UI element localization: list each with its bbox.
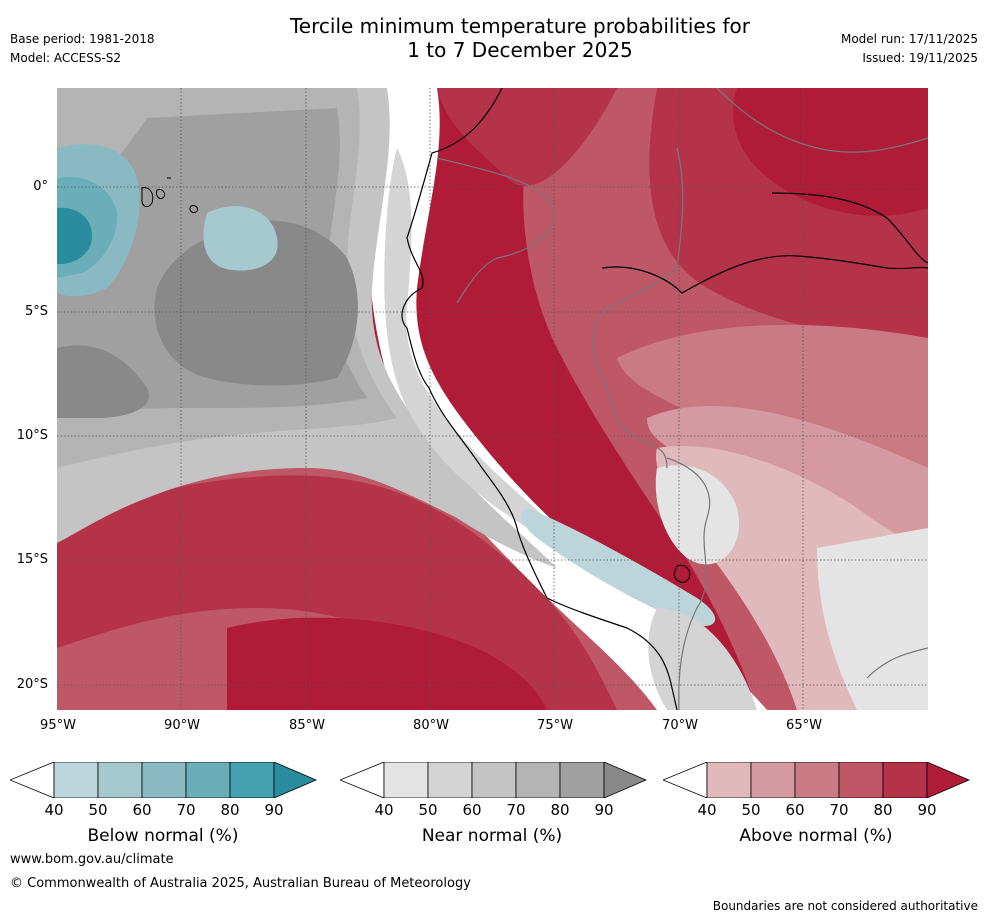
above-normal-swatches [706, 762, 928, 798]
lat-label-10s: 10°S [16, 428, 48, 443]
below-tick-50: 50 [88, 801, 108, 819]
paraguay-border [866, 647, 928, 679]
above-tick-80: 80 [873, 801, 893, 819]
near-normal-atacama-patch [648, 608, 757, 710]
colorbar-swatch [838, 762, 884, 798]
colombia-80-region [437, 88, 617, 186]
colorbar-swatch [229, 762, 275, 798]
near-normal-90-west-region [57, 345, 149, 418]
peru-brazil-border [592, 147, 684, 469]
below-normal-low-arrow [10, 762, 55, 798]
lon-label-75w: 75°W [537, 718, 573, 733]
near-normal-swatches [383, 762, 605, 798]
probability-map [57, 88, 928, 710]
copyright-text: © Commonwealth of Australia 2025, Austra… [10, 876, 471, 891]
near-normal-low-arrow [340, 762, 385, 798]
near-tick-50: 50 [418, 801, 438, 819]
near-normal-boundary-band [367, 88, 767, 710]
above-normal-title: Above normal (%) [739, 826, 893, 846]
colorbar-swatch [882, 762, 928, 798]
colorbar-swatch [427, 762, 473, 798]
below-normal-90-region [57, 207, 92, 264]
below-tick-60: 60 [132, 801, 152, 819]
colombia-ecuador-border [436, 157, 556, 304]
colorbar-swatch [471, 762, 517, 798]
near-tick-70: 70 [506, 801, 526, 819]
below-normal-colorbar [10, 762, 318, 798]
near-normal-colorbar [340, 762, 648, 798]
above-tick-60: 60 [785, 801, 805, 819]
base-period-text: Base period: 1981-2018 [10, 32, 155, 46]
colorbar-swatch [706, 762, 752, 798]
bolivia-border [666, 457, 711, 710]
above-normal-colorbar [663, 762, 971, 798]
below-normal-high-arrow [273, 762, 318, 798]
southern-ocean-90-region [227, 617, 547, 710]
lon-label-65w: 65°W [786, 718, 822, 733]
lon-label-90w: 90°W [164, 718, 200, 733]
colorbar-swatch [383, 762, 429, 798]
below-tick-80: 80 [220, 801, 240, 819]
near-tick-40: 40 [374, 801, 394, 819]
lat-label-15s: 15°S [16, 552, 48, 567]
website-link[interactable]: www.bom.gov.au/climate [10, 852, 174, 867]
above-normal-high-arrow [926, 762, 971, 798]
colorbar-swatch [53, 762, 99, 798]
model-text: Model: ACCESS-S2 [10, 51, 122, 65]
lon-label-80w: 80°W [413, 718, 449, 733]
issued-text: Issued: 19/11/2025 [862, 51, 978, 65]
lat-label-0: 0° [33, 179, 48, 194]
title-line-1: Tercile minimum temperature probabilitie… [289, 14, 751, 38]
colorbar-swatch [141, 762, 187, 798]
rio-negro [771, 192, 928, 264]
colorbar-swatch [794, 762, 840, 798]
below-normal-title: Below normal (%) [87, 826, 239, 846]
lat-label-5s: 5°S [24, 304, 48, 319]
below-tick-90: 90 [264, 801, 284, 819]
below-tick-70: 70 [176, 801, 196, 819]
amazon-river [601, 255, 928, 294]
near-normal-title: Near normal (%) [421, 826, 563, 846]
venezuela-brazil-border [716, 88, 928, 153]
lon-label-95w: 95°W [40, 718, 76, 733]
lake-titicaca [673, 564, 691, 583]
coastline [401, 88, 678, 710]
near-tick-80: 80 [550, 801, 570, 819]
altiplano-near-normal-patch [655, 465, 739, 565]
disclaimer-text: Boundaries are not considered authoritat… [712, 899, 978, 913]
near-normal-high-arrow [603, 762, 648, 798]
near-normal-90-region [154, 220, 358, 386]
below-normal-island-patch [203, 206, 278, 271]
below-normal-swatches [53, 762, 275, 798]
near-normal-50-coastal-region [384, 148, 587, 558]
gridlines [57, 88, 928, 710]
colorbar-swatch [750, 762, 796, 798]
colorbar-swatch [515, 762, 561, 798]
above-tick-70: 70 [829, 801, 849, 819]
model-run-text: Model run: 17/11/2025 [840, 32, 978, 46]
below-normal-coastal-strip [521, 508, 716, 627]
title-line-2: 1 to 7 December 2025 [407, 38, 633, 62]
above-normal-low-arrow [663, 762, 708, 798]
colorbar-swatch [97, 762, 143, 798]
colorbar-swatch [559, 762, 605, 798]
galapagos-islands [141, 177, 199, 213]
above-tick-90: 90 [917, 801, 937, 819]
near-normal-southeast-patch [817, 528, 928, 710]
near-tick-90: 90 [594, 801, 614, 819]
near-tick-60: 60 [462, 801, 482, 819]
chart-title: Tercile minimum temperature probabilitie… [230, 14, 810, 62]
amazon-90-region [733, 88, 928, 216]
below-tick-40: 40 [44, 801, 64, 819]
colorbar-swatch [185, 762, 231, 798]
lat-label-20s: 20°S [16, 677, 48, 692]
above-tick-40: 40 [697, 801, 717, 819]
lon-label-85w: 85°W [289, 718, 325, 733]
lon-label-70w: 70°W [662, 718, 698, 733]
above-tick-50: 50 [741, 801, 761, 819]
